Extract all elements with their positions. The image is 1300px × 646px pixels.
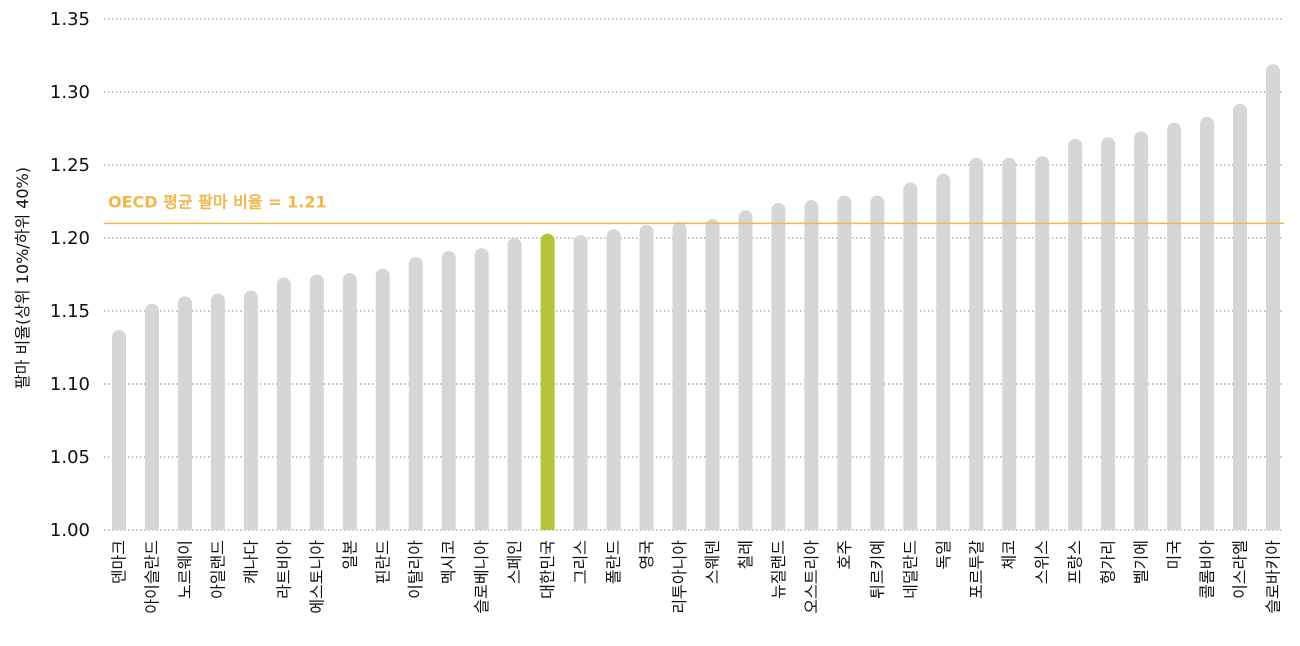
category-label: 에스토니아 <box>307 540 326 614</box>
bar-콜롬비아 <box>1200 116 1215 530</box>
category-label: 호주 <box>835 540 854 569</box>
category-label: 아일랜드 <box>208 540 227 599</box>
bar-뉴질랜드 <box>771 202 786 530</box>
category-label: 멕시코 <box>439 540 458 584</box>
bar-슬로베니아 <box>474 248 489 530</box>
category-label: 헝가리 <box>1099 540 1118 584</box>
category-label: 슬로베니아 <box>472 540 491 614</box>
category-label: 핀란드 <box>373 540 392 584</box>
category-label: 이탈리아 <box>406 540 425 599</box>
bar-캐나다 <box>243 290 258 530</box>
y-tick-label: 1.25 <box>50 155 90 176</box>
category-label: 스웨덴 <box>703 540 722 584</box>
y-tick-label: 1.15 <box>50 301 90 322</box>
y-tick-label: 1.35 <box>50 9 90 30</box>
y-tick-label: 1.20 <box>50 228 90 249</box>
bar-프랑스 <box>1068 138 1083 530</box>
category-label: 아이슬란드 <box>142 540 161 614</box>
category-label: 콜롬비아 <box>1198 540 1217 599</box>
category-label: 노르웨이 <box>175 540 194 599</box>
category-label: 스페인 <box>505 540 524 584</box>
bar-네덜란드 <box>903 182 918 530</box>
bar-이스라엘 <box>1233 103 1248 531</box>
category-label: 독일 <box>934 540 953 569</box>
bar-멕시코 <box>441 251 456 531</box>
category-label: 리투아니아 <box>670 540 689 614</box>
category-label: 캐나다 <box>241 540 260 584</box>
bar-라트비아 <box>276 277 291 530</box>
bar-아이슬란드 <box>144 303 159 530</box>
bar-튀르키예 <box>870 195 885 530</box>
category-label: 일본 <box>340 540 359 569</box>
bars <box>112 64 1280 531</box>
category-label: 오스트리아 <box>802 540 821 614</box>
category-label: 네덜란드 <box>901 540 920 599</box>
category-label: 대한민국 <box>538 540 557 599</box>
category-label: 이스라엘 <box>1231 540 1250 599</box>
category-label: 폴란드 <box>604 540 623 584</box>
bar-독일 <box>936 173 951 530</box>
bar-벨기에 <box>1134 131 1149 531</box>
category-label: 벨기에 <box>1132 540 1151 584</box>
category-label: 튀르키예 <box>868 540 887 599</box>
bar-핀란드 <box>375 268 390 530</box>
bar-리투아니아 <box>672 221 687 530</box>
bar-에스토니아 <box>309 274 324 530</box>
category-label: 덴마크 <box>110 540 129 584</box>
bar-그리스 <box>573 235 588 530</box>
bar-헝가리 <box>1101 137 1116 530</box>
bar-슬로바키아 <box>1266 64 1280 530</box>
bar-스웨덴 <box>705 219 720 530</box>
bar-오스트리아 <box>804 200 819 531</box>
y-tick-label: 1.10 <box>50 374 90 395</box>
y-axis-title: 팔마 비율(상위 10%/하위 40%) <box>13 167 32 389</box>
category-label: 라트비아 <box>274 540 293 599</box>
gridlines <box>104 18 1284 531</box>
category-label: 체코 <box>1000 540 1019 569</box>
y-axis-ticks: 1.00 1.05 1.10 1.15 1.20 1.25 1.30 1.35 <box>50 9 90 541</box>
oecd-average-label: OECD 평균 팔마 비율 = 1.21 <box>108 192 327 211</box>
y-tick-label: 1.30 <box>50 82 90 103</box>
bar-아일랜드 <box>210 293 225 530</box>
x-axis-category-labels: 덴마크 아이슬란드 노르웨이 아일랜드 캐나다 라트비아 에스토니아 일본 핀란드 이탈리아 멕시코… <box>110 540 1283 614</box>
bar-포르투갈 <box>969 157 984 530</box>
bar-칠레 <box>738 210 753 530</box>
bar-체코 <box>1002 157 1017 530</box>
category-label: 영국 <box>637 540 656 569</box>
reference-line-group: OECD 평균 팔마 비율 = 1.21 <box>104 192 1284 225</box>
bar-영국 <box>639 224 654 530</box>
category-label: 슬로바키아 <box>1264 540 1283 614</box>
category-label: 칠레 <box>736 540 755 569</box>
category-label: 프랑스 <box>1066 540 1085 584</box>
y-tick-label: 1.00 <box>50 520 90 541</box>
y-tick-label: 1.05 <box>50 447 90 468</box>
bar-대한민국 <box>540 233 555 531</box>
bar-폴란드 <box>606 229 621 530</box>
bar-미국 <box>1167 122 1182 530</box>
bar-스페인 <box>507 237 522 530</box>
category-label: 미국 <box>1165 540 1184 569</box>
bar-스위스 <box>1035 156 1050 531</box>
bar-노르웨이 <box>177 296 192 530</box>
bar-덴마크 <box>112 329 126 530</box>
bar-호주 <box>837 195 852 530</box>
category-label: 뉴질랜드 <box>769 540 788 599</box>
category-label: 포르투갈 <box>967 540 986 599</box>
bar-일본 <box>342 273 357 530</box>
category-label: 그리스 <box>571 540 590 584</box>
bar-이탈리아 <box>408 256 423 530</box>
category-label: 스위스 <box>1033 540 1052 584</box>
